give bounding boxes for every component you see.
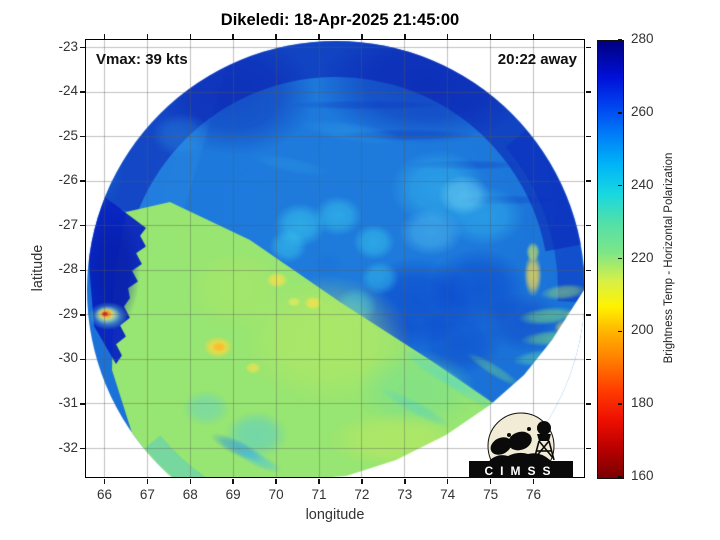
colorbar-tick-label: 200 xyxy=(631,322,654,338)
x-tick-mark xyxy=(318,479,320,484)
y-tick-mark xyxy=(586,224,591,227)
logo-text: CIMSS xyxy=(484,464,557,478)
colorbar-tick-label: 220 xyxy=(631,249,654,265)
x-tick-mark xyxy=(489,479,492,484)
x-tick-label: 76 xyxy=(525,487,542,502)
x-tick-mark xyxy=(446,34,449,39)
y-tick-mark xyxy=(586,314,591,316)
y-tick-mark xyxy=(80,91,85,93)
x-tick-label: 69 xyxy=(225,487,241,502)
colorbar-tick-label: 180 xyxy=(631,395,654,411)
y-tick-mark xyxy=(80,403,85,405)
colorbar-axis-label: Brightness Temp - Horizontal Polarizatio… xyxy=(663,152,675,364)
logo-banner xyxy=(469,461,573,478)
y-tick-mark xyxy=(586,135,591,138)
y-tick-mark xyxy=(586,91,591,93)
y-tick-mark xyxy=(586,358,591,361)
x-tick-mark xyxy=(146,34,149,39)
x-tick-label: 68 xyxy=(182,487,198,502)
y-tick-label: -25 xyxy=(58,127,78,143)
x-tick-label: 66 xyxy=(96,487,113,502)
y-tick-mark xyxy=(80,46,85,49)
logo-water-tower-lattice xyxy=(533,440,555,461)
logo-water-tower-dome xyxy=(537,421,551,435)
colorbar-gradient xyxy=(598,41,623,478)
colorbar-tick-mark xyxy=(618,330,622,333)
logo-water-tower-tank xyxy=(537,434,551,441)
y-tick-label: -31 xyxy=(58,394,78,410)
y-tick-mark xyxy=(80,135,85,138)
x-tick-mark xyxy=(103,34,106,39)
colorbar xyxy=(597,40,624,479)
y-tick-label: -26 xyxy=(58,172,78,188)
x-tick-mark xyxy=(404,34,406,39)
cimss-logo: CIMSS xyxy=(469,412,573,478)
y-tick-label: -27 xyxy=(58,216,78,232)
y-tick-mark xyxy=(586,46,591,49)
x-tick-mark xyxy=(189,479,192,484)
x-tick-mark xyxy=(232,34,234,39)
y-tick-label: -24 xyxy=(58,83,78,99)
satellite-brightness-temp-image xyxy=(86,40,584,477)
colorbar-tick-mark xyxy=(618,184,622,187)
x-tick-label: 70 xyxy=(268,487,284,502)
y-tick-label: -29 xyxy=(58,305,78,321)
y-tick-mark xyxy=(80,358,85,361)
x-tick-mark xyxy=(146,479,149,484)
y-tick-mark xyxy=(586,180,591,182)
x-tick-mark xyxy=(446,479,449,484)
y-tick-mark xyxy=(80,224,85,227)
figure-title: Dikeledi: 18-Apr-2025 21:45:00 xyxy=(220,11,460,29)
y-tick-label: -23 xyxy=(58,38,78,54)
colorbar-tick-mark xyxy=(618,257,622,260)
x-tick-label: 72 xyxy=(354,487,370,502)
x-tick-mark xyxy=(532,34,535,39)
x-tick-mark xyxy=(361,479,363,484)
y-tick-mark xyxy=(80,180,85,182)
plot-area xyxy=(85,39,585,478)
logo-feed-dot xyxy=(507,433,511,437)
x-tick-mark xyxy=(318,34,320,39)
x-tick-label: 67 xyxy=(139,487,155,502)
vmax-annotation: Vmax: 39 kts xyxy=(96,51,188,68)
x-tick-mark xyxy=(532,479,535,484)
colorbar-tick-label: 260 xyxy=(631,103,654,119)
x-tick-mark xyxy=(232,479,234,484)
x-tick-mark xyxy=(404,479,406,484)
x-tick-mark xyxy=(489,34,492,39)
x-axis-label: longitude xyxy=(305,507,365,523)
colorbar-tick-label: 280 xyxy=(631,31,654,46)
logo-dish-antenna-icon xyxy=(490,437,512,455)
colorbar-tick-label: 160 xyxy=(631,468,654,483)
y-tick-mark xyxy=(80,447,85,450)
y-tick-label: -30 xyxy=(58,350,78,366)
colorbar-tick-mark xyxy=(618,476,622,478)
x-tick-label: 71 xyxy=(311,487,327,502)
x-tick-mark xyxy=(103,479,106,484)
colorbar-tick-mark xyxy=(618,403,622,405)
colorbar-tick-mark xyxy=(618,39,622,41)
x-tick-label: 73 xyxy=(397,487,413,502)
y-tick-mark xyxy=(586,403,591,405)
logo-dish-antenna-icon xyxy=(508,431,532,451)
logo-feed-dot xyxy=(527,427,531,431)
x-tick-mark xyxy=(275,479,277,484)
x-tick-label: 75 xyxy=(483,487,499,502)
y-tick-mark xyxy=(80,314,85,316)
x-tick-label: 74 xyxy=(440,487,456,502)
time-offset-annotation: 20:22 away xyxy=(497,51,577,68)
x-tick-mark xyxy=(361,34,363,39)
y-tick-mark xyxy=(586,447,591,450)
y-tick-label: -28 xyxy=(58,261,78,277)
x-tick-mark xyxy=(189,34,192,39)
x-tick-mark xyxy=(275,34,277,39)
colorbar-tick-label: 240 xyxy=(631,176,654,192)
y-tick-label: -32 xyxy=(58,439,78,455)
y-tick-mark xyxy=(586,269,591,272)
colorbar-tick-mark xyxy=(618,112,622,114)
y-tick-mark xyxy=(80,269,85,272)
